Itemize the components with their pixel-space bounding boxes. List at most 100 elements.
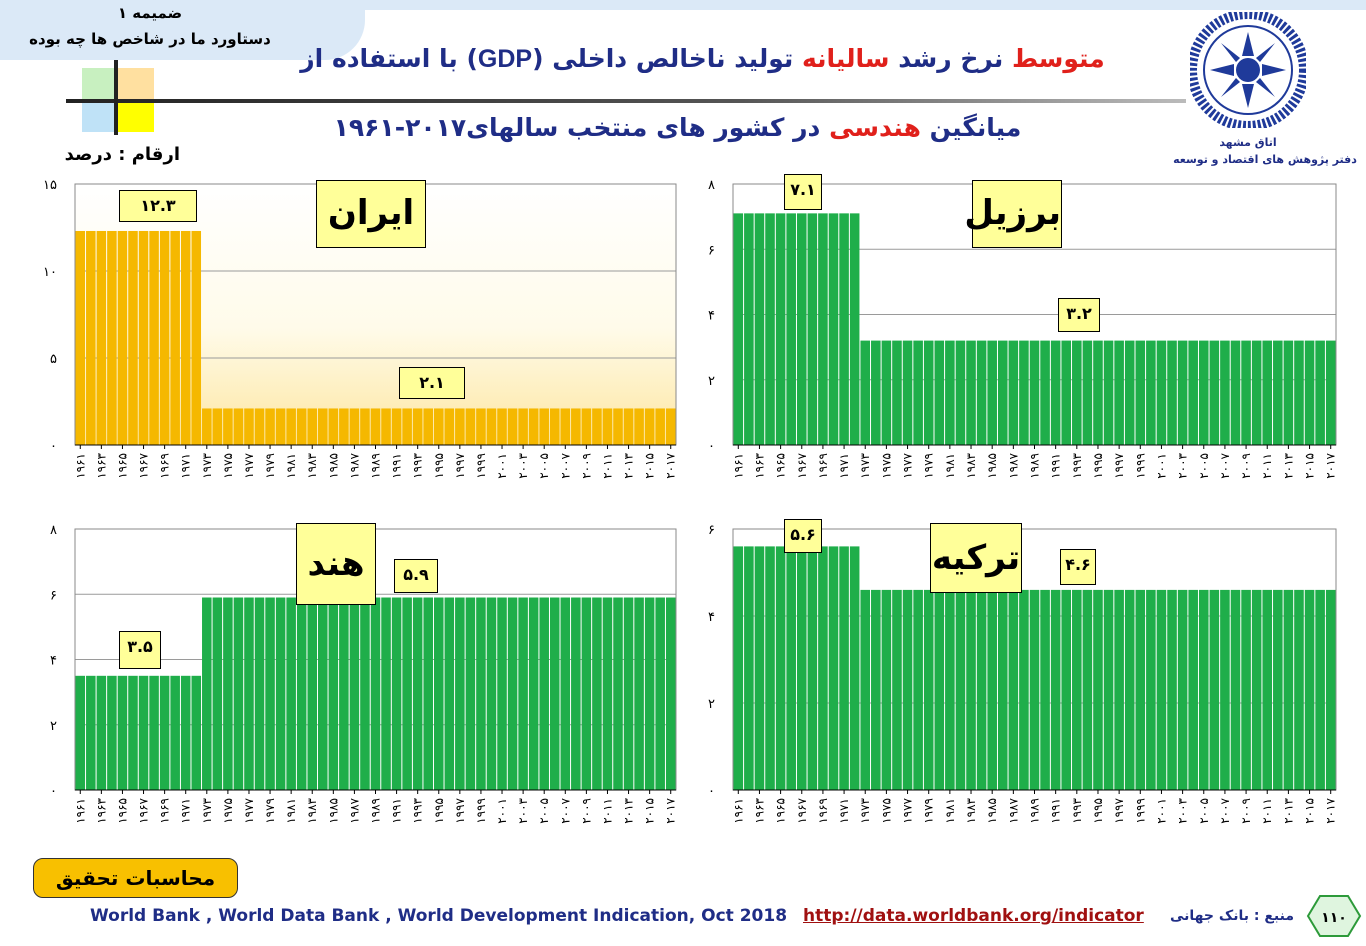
chart-india-xtick: ۱۹۷۵	[221, 798, 235, 824]
chart-brazil-bar	[786, 213, 796, 445]
chart-iran-xtick: ۱۹۶۹	[158, 453, 172, 479]
chart-iran-bar	[339, 408, 349, 445]
chart-india-bar	[455, 597, 465, 790]
logo-caption: اتاق مشهد	[1219, 136, 1277, 149]
chart-turkey-bar	[1156, 589, 1167, 790]
chart-iran-bar	[634, 408, 644, 445]
chart-brazil-xtick: ۱۹۹۷	[1112, 452, 1126, 478]
chart-iran-bar	[581, 408, 592, 445]
chart-turkey-bar	[945, 589, 955, 790]
chart-turkey-xtick: ۲۰۰۱	[1154, 798, 1168, 824]
chart-turkey-bar	[744, 546, 754, 790]
chart-brazil-ytick: ۸	[708, 178, 715, 193]
chart-india-bar	[412, 597, 423, 790]
chart-india-bar	[623, 597, 634, 790]
chart-india-xtick: ۱۹۷۱	[179, 798, 193, 824]
chart-brazil-bar	[1167, 340, 1177, 445]
chart-turkey-bar	[786, 546, 796, 790]
chart-iran-bar	[549, 408, 560, 445]
chart-brazil-xtick: ۱۹۶۵	[774, 453, 788, 479]
chart-turkey-xtick: ۱۹۶۱	[731, 798, 745, 824]
chart-turkey-bar	[892, 589, 902, 790]
chart-brazil-xtick: ۲۰۰۷	[1218, 452, 1232, 478]
chart-india-xtick: ۱۹۶۵	[115, 798, 129, 824]
chart-india-bar	[486, 597, 497, 790]
chart-iran-bar	[180, 230, 191, 445]
chart-turkey-bar	[1251, 589, 1262, 790]
chart-india-xtick: ۱۹۹۱	[390, 798, 404, 824]
chart-india-bar	[476, 597, 486, 790]
chart-brazil-bar	[1019, 340, 1029, 445]
chart-brazil-ytick: ۲	[708, 374, 715, 389]
chart-brazil-xtick: ۱۹۸۵	[985, 453, 999, 479]
chart-turkey-bar	[733, 546, 744, 790]
chart-iran-bar	[360, 408, 370, 445]
title-word-gdp-fa: تولید ناخالص داخلی (	[532, 44, 802, 73]
chart-iran-bar	[433, 408, 444, 445]
chart-india-ytick: ۸	[50, 523, 57, 538]
chart-brazil-bar	[955, 340, 966, 445]
chart-iran-bar	[328, 408, 339, 445]
page-title: متوسط نرخ رشد سالیانه تولید ناخالص داخلی…	[300, 44, 1105, 74]
chart-india-bar	[549, 597, 560, 790]
appendix-title: ضمیمه ۱	[117, 4, 183, 22]
chart-iran-bar	[286, 408, 296, 445]
chart-iran-bar	[571, 408, 581, 445]
chart-india-bar	[223, 597, 233, 790]
chart-india-bar	[286, 597, 296, 790]
chart-turkey-bar	[913, 589, 923, 790]
chart-brazil-bar	[1188, 340, 1198, 445]
chart-brazil-ytick: ۰	[708, 439, 715, 454]
chart-iran-xtick: ۱۹۸۱	[284, 453, 298, 479]
chart-iran-bar	[592, 408, 602, 445]
chart-india-bar	[180, 675, 191, 790]
chart-brazil-bar	[1315, 340, 1325, 445]
chart-india-bar	[107, 675, 117, 790]
chart-iran-bar	[275, 408, 286, 445]
chart-brazil-country: برزیل	[964, 180, 1062, 248]
page-number-badge: ۱۱۰	[1306, 895, 1362, 937]
chart-turkey-xtick: ۱۹۸۹	[1028, 798, 1042, 824]
chart-turkey-xtick: ۲۰۱۵	[1303, 798, 1317, 824]
chart-india: ۰ ۲ ۴ ۶ ۸ ۱۹۶۱ ۱۹۶۳ ۱۹۶۵ ۱۹۶۷ ۱۹۶۹ ۱۹۷۱ ۱۹۷۳ ۱۹۷۵ ۱۹۷…	[30, 515, 680, 860]
chart-iran-ytick: ۵	[50, 352, 57, 367]
chart-iran-bar	[107, 230, 117, 445]
chart-turkey-bar	[807, 546, 818, 790]
chart-brazil-xtick: ۲۰۱۵	[1303, 453, 1317, 479]
chart-brazil-xtick: ۲۰۱۱	[1260, 453, 1274, 479]
chart-turkey-bar	[839, 546, 849, 790]
chart-india-xtick: ۲۰۰۵	[537, 798, 551, 824]
chart-brazil-xtick: ۱۹۷۱	[837, 453, 851, 479]
chart-india-bar	[581, 597, 592, 790]
chart-india-bar	[159, 675, 170, 790]
title-word-gdp: GDP	[477, 45, 533, 73]
chart-india-bar	[138, 675, 149, 790]
chart-india-bar	[307, 597, 318, 790]
chart-india-xtick: ۲۰۰۹	[579, 798, 593, 824]
source-link[interactable]: http://data.worldbank.org/indicator	[803, 906, 1144, 926]
chart-india-bar	[465, 597, 476, 790]
chart-iran-bar	[455, 408, 465, 445]
chart-iran-bar	[86, 230, 96, 445]
chart-brazil-bar	[765, 213, 775, 445]
units-label: ارقام : درصد	[64, 144, 180, 165]
chart-turkey-bar	[1135, 589, 1146, 790]
chart-india-xtick: ۱۹۸۹	[369, 798, 383, 824]
chart-brazil-xtick: ۱۹۷۷	[901, 452, 915, 478]
chart-brazil-bar	[807, 213, 818, 445]
chart-india-bar	[117, 675, 128, 790]
chart-brazil-xtick: ۱۹۹۳	[1070, 452, 1084, 478]
chart-turkey-bar	[1019, 589, 1029, 790]
chart-iran-bar	[476, 408, 486, 445]
chart-iran-xtick: ۱۹۷۱	[179, 453, 193, 479]
chart-india-bar	[254, 597, 265, 790]
chart-iran-bar	[117, 230, 128, 445]
chart-india-bar	[233, 597, 244, 790]
chart-india-bar	[360, 597, 370, 790]
chart-brazil-bar	[881, 340, 892, 445]
chart-brazil-xtick: ۲۰۰۱	[1154, 453, 1168, 479]
chart-india-xtick: ۱۹۹۷	[453, 797, 467, 823]
chart-turkey-bar	[796, 546, 807, 790]
chart-india-bar	[423, 597, 433, 790]
chart-turkey-xtick: ۱۹۷۳	[858, 797, 872, 823]
